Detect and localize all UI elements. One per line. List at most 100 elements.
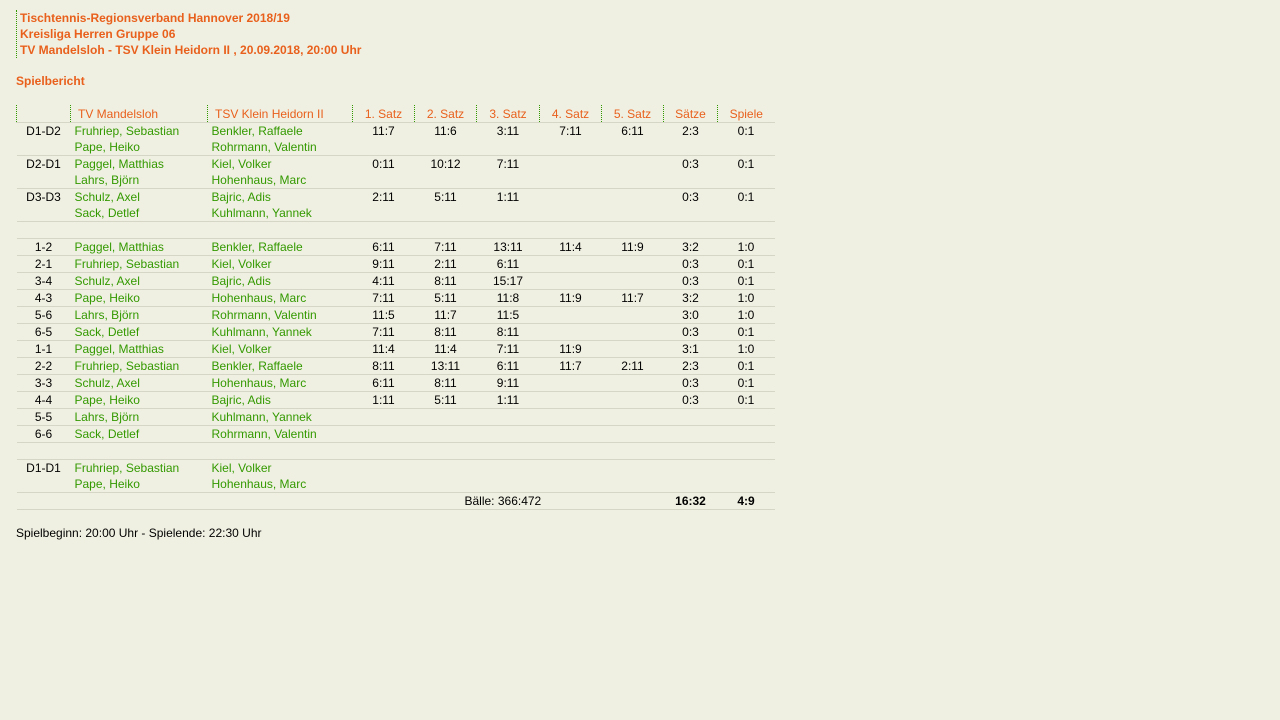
set-score (539, 374, 602, 392)
match-times: Spielbeginn: 20:00 Uhr - Spielende: 22:3… (16, 526, 262, 540)
table-row: 5-5 Lahrs, Björn Kuhlmann, Yannek (16, 408, 775, 426)
match-title: TV Mandelsloh - TSV Klein Heidorn II , 2… (20, 43, 362, 57)
player-link[interactable]: Kiel, Volker (211, 461, 272, 475)
player-link[interactable]: Fruhriep, Sebastian (74, 257, 180, 271)
set-score (601, 323, 664, 341)
player-link[interactable]: Rohrmann, Valentin (211, 427, 317, 441)
table-row: 4-3 Pape, Heiko Hohenhaus, Marc 7:11 5:11 11:… (16, 289, 775, 307)
player-link[interactable]: Rohrmann, Valentin (211, 140, 317, 154)
player-link[interactable]: Benkler, Raffaele (211, 359, 303, 373)
pairing-cell: 2-2 (16, 357, 71, 375)
set-score (601, 272, 664, 290)
player-link[interactable]: Hohenhaus, Marc (211, 376, 307, 390)
header-row: TV Mandelsloh TSV Klein Heidorn II 1. Satz… (16, 105, 775, 123)
table-row: D2-D1 Paggel, Matthias Lahrs, Björn Kiel, V… (16, 155, 775, 189)
set-score: 7:11 (539, 122, 602, 156)
player-link[interactable]: Fruhriep, Sebastian (74, 461, 180, 475)
sets-total: 3:2 (663, 238, 718, 256)
player-link[interactable]: Kiel, Volker (211, 257, 272, 271)
set-score (601, 408, 664, 426)
column-header: 4. Satz (539, 105, 602, 123)
set-score (476, 459, 540, 493)
player-link[interactable]: Bajric, Adis (211, 393, 271, 407)
set-score: 8:11 (352, 357, 415, 375)
spacer-cell (16, 442, 775, 460)
games-total: 0:1 (717, 272, 775, 290)
sets-total: 0:3 (663, 323, 718, 341)
player-link[interactable]: Schulz, Axel (74, 376, 140, 390)
player-link[interactable]: Paggel, Matthias (74, 157, 164, 171)
player-link[interactable]: Pape, Heiko (74, 291, 140, 305)
games-total (717, 408, 775, 426)
home-players-cell: Sack, Detlef (70, 425, 208, 443)
games-total (717, 425, 775, 443)
home-players-cell: Paggel, Matthias (70, 340, 208, 358)
set-score: 5:11 (414, 289, 477, 307)
player-link[interactable]: Rohrmann, Valentin (211, 308, 317, 322)
sets-total: 3:0 (663, 306, 718, 324)
player-link[interactable]: Hohenhaus, Marc (211, 477, 307, 491)
set-score: 11:7 (539, 357, 602, 375)
player-link[interactable]: Kuhlmann, Yannek (211, 325, 312, 339)
player-link[interactable]: Kuhlmann, Yannek (211, 410, 312, 424)
set-score: 2:11 (352, 188, 415, 222)
player-link[interactable]: Lahrs, Björn (74, 308, 140, 322)
player-link[interactable]: Paggel, Matthias (74, 240, 164, 254)
column-header: 5. Satz (601, 105, 664, 123)
player-link[interactable]: Pape, Heiko (74, 477, 140, 491)
set-score: 8:11 (414, 272, 477, 290)
pairing-cell: 4-4 (16, 391, 71, 409)
set-score: 15:17 (476, 272, 540, 290)
sets-total (663, 408, 718, 426)
set-score: 11:9 (539, 340, 602, 358)
home-players-cell: Schulz, Axel (70, 272, 208, 290)
set-score (539, 306, 602, 324)
pairing-cell: 5-6 (16, 306, 71, 324)
player-link[interactable]: Fruhriep, Sebastian (74, 359, 180, 373)
player-link[interactable]: Bajric, Adis (211, 274, 271, 288)
player-link[interactable]: Pape, Heiko (74, 393, 140, 407)
set-score: 9:11 (476, 374, 540, 392)
set-score (414, 408, 477, 426)
player-link[interactable]: Benkler, Raffaele (211, 240, 303, 254)
column-header: 2. Satz (414, 105, 477, 123)
set-score (539, 391, 602, 409)
column-header: Spiele (717, 105, 775, 123)
pairing-cell: D3-D3 (16, 188, 71, 222)
player-link[interactable]: Sack, Detlef (74, 325, 140, 339)
home-players-cell: Paggel, Matthias Lahrs, Björn (70, 155, 208, 189)
player-link[interactable]: Hohenhaus, Marc (211, 173, 307, 187)
set-score (352, 459, 415, 493)
totals-spacer (16, 492, 353, 510)
player-link[interactable]: Schulz, Axel (74, 190, 140, 204)
player-link[interactable]: Lahrs, Björn (74, 410, 140, 424)
home-players-cell: Lahrs, Björn (70, 408, 208, 426)
set-score (352, 425, 415, 443)
player-link[interactable]: Kiel, Volker (211, 157, 272, 171)
guest-players-cell: Benkler, Raffaele (207, 238, 353, 256)
player-link[interactable]: Pape, Heiko (74, 140, 140, 154)
player-link[interactable]: Sack, Detlef (74, 427, 140, 441)
association-title: Tischtennis-Regionsverband Hannover 2018… (20, 11, 290, 25)
table-row: 1-1 Paggel, Matthias Kiel, Volker 11:4 11:4 7… (16, 340, 775, 358)
set-score (601, 391, 664, 409)
player-link[interactable]: Schulz, Axel (74, 274, 140, 288)
player-link[interactable]: Kuhlmann, Yannek (211, 206, 312, 220)
table-row: D1-D1 Fruhriep, Sebastian Pape, Heiko Kiel,… (16, 459, 775, 493)
table-row: 3-3 Schulz, Axel Hohenhaus, Marc 6:11 8:11 9:… (16, 374, 775, 392)
match-report-table: TV Mandelsloh TSV Klein Heidorn II 1. Satz… (16, 105, 775, 510)
player-link[interactable]: Bajric, Adis (211, 190, 271, 204)
player-link[interactable]: Benkler, Raffaele (211, 124, 303, 138)
player-link[interactable]: Hohenhaus, Marc (211, 291, 307, 305)
player-link[interactable]: Lahrs, Björn (74, 173, 140, 187)
set-score: 11:4 (414, 340, 477, 358)
player-link[interactable]: Paggel, Matthias (74, 342, 164, 356)
player-link[interactable]: Fruhriep, Sebastian (74, 124, 180, 138)
sets-total: 0:3 (663, 391, 718, 409)
pairing-cell: 3-4 (16, 272, 71, 290)
set-score (601, 188, 664, 222)
player-link[interactable]: Kiel, Volker (211, 342, 272, 356)
set-score (539, 408, 602, 426)
home-players-cell: Fruhriep, Sebastian (70, 357, 208, 375)
player-link[interactable]: Sack, Detlef (74, 206, 140, 220)
